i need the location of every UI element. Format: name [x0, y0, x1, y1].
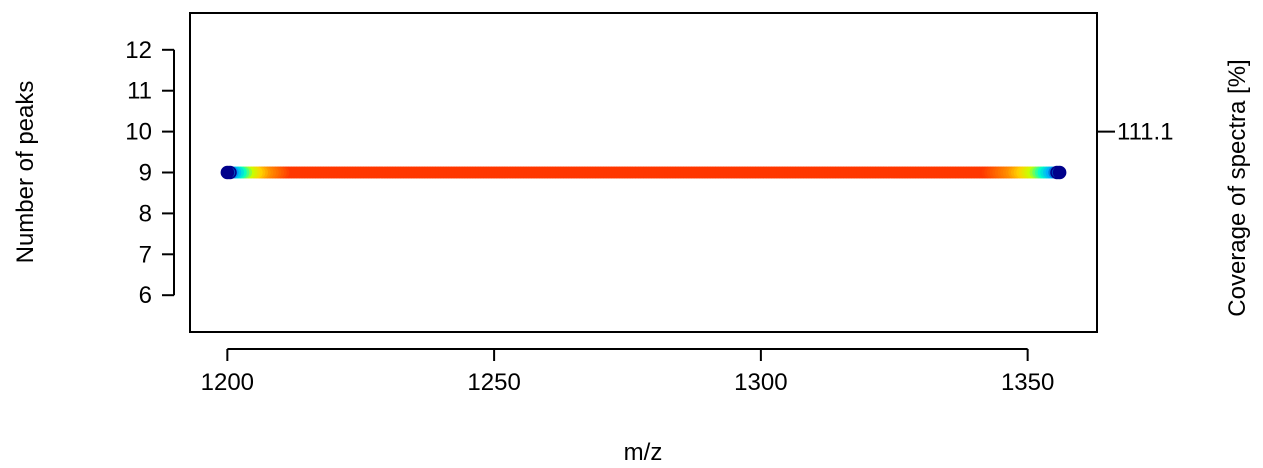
- data-point: [220, 165, 235, 180]
- y-tick-label: 10: [125, 119, 152, 146]
- y-right-axis-title: Coverage of spectra [%]: [1224, 59, 1251, 316]
- y-tick-label: 11: [127, 78, 152, 105]
- x-tick-label: 1200: [201, 369, 254, 396]
- x-tick-label: 1250: [467, 369, 520, 396]
- y-right-axis: 111.1: [1097, 119, 1174, 146]
- y-tick-label: 6: [139, 282, 152, 309]
- x-tick-label: 1300: [734, 369, 787, 396]
- y-tick-label: 12: [125, 37, 152, 64]
- data-point: [1052, 165, 1067, 180]
- y-tick-label: 9: [139, 160, 152, 187]
- y-axis-title: Number of peaks: [12, 81, 39, 264]
- x-axis: 1200 1250 1300 1350: [201, 348, 1054, 396]
- plot-frame: [189, 12, 1098, 333]
- points-layer: [220, 165, 1067, 180]
- x-tick-label: 1350: [1001, 369, 1054, 396]
- y-right-tick-label: 111.1: [1117, 119, 1174, 146]
- y-axis: 6 7 8 9 10 11 12: [125, 37, 175, 309]
- x-axis-title: m/z: [624, 439, 663, 466]
- y-tick-label: 7: [139, 241, 152, 268]
- y-tick-label: 8: [139, 200, 152, 227]
